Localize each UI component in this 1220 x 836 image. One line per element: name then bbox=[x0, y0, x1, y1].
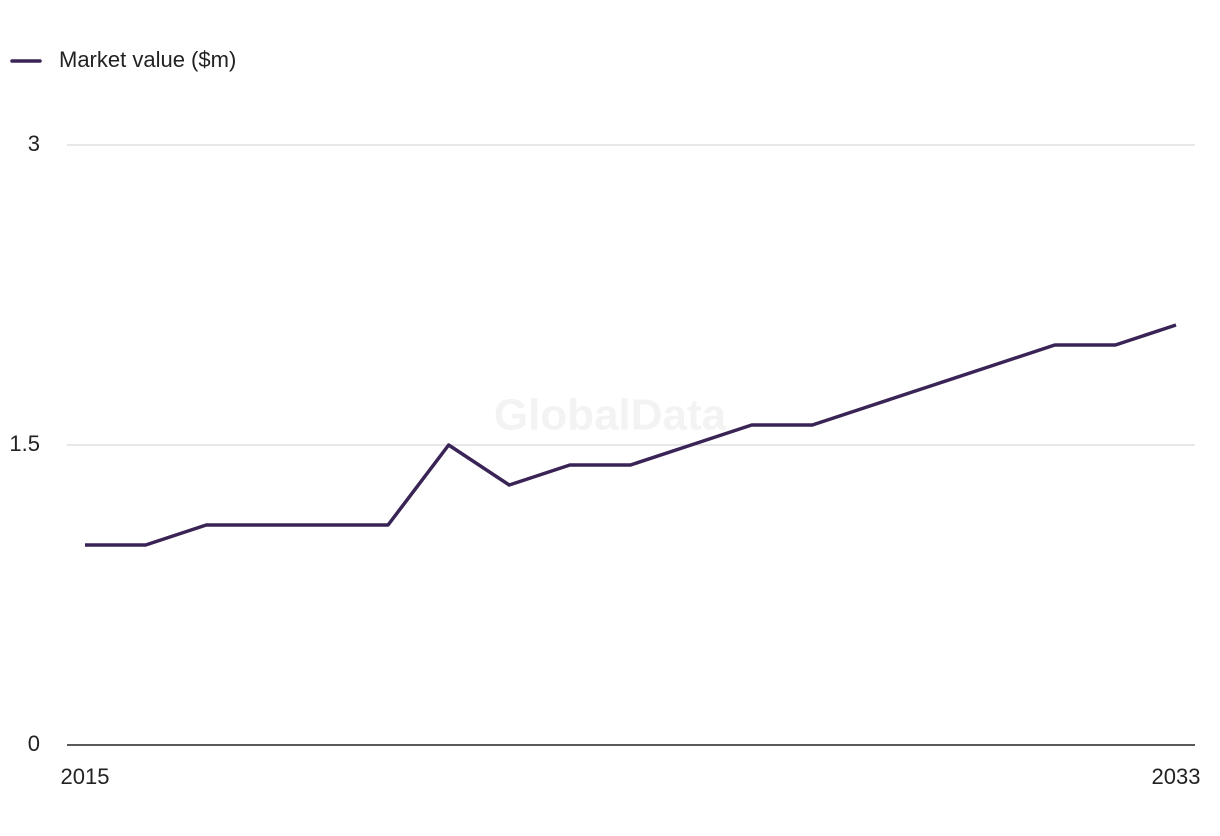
y-tick-label: 3 bbox=[28, 131, 40, 156]
watermark: GlobalData bbox=[494, 391, 727, 440]
y-tick-label: 0 bbox=[28, 731, 40, 756]
x-tick-label: 2015 bbox=[61, 764, 110, 789]
x-tick-label: 2033 bbox=[1152, 764, 1201, 789]
legend-label: Market value ($m) bbox=[59, 47, 236, 72]
y-tick-label: 1.5 bbox=[9, 431, 40, 456]
data-line bbox=[85, 323, 1177, 547]
